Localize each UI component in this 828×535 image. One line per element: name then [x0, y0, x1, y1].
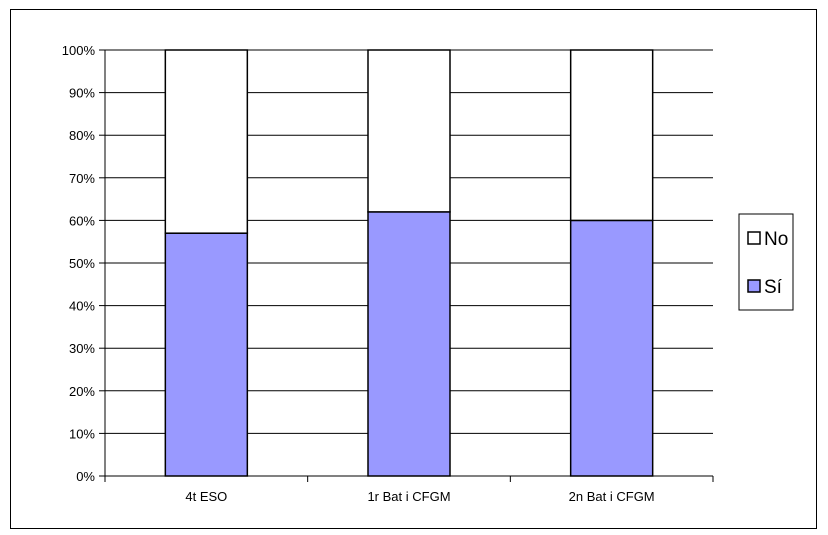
y-tick-label: 0% [76, 469, 95, 484]
bar-segment-si [367, 211, 451, 477]
legend-label: No [764, 229, 788, 250]
bar-segment-no [569, 49, 654, 222]
x-category-label: 1r Bat i CFGM [367, 489, 450, 504]
y-tick-label: 40% [69, 299, 95, 314]
axes [99, 49, 714, 482]
legend-box [738, 213, 794, 311]
x-category-label: 4t ESO [185, 489, 227, 504]
y-tick-label: 10% [69, 426, 95, 441]
bar-segment-no [164, 49, 249, 234]
legend-swatch [747, 231, 761, 245]
y-tick-label: 90% [69, 86, 95, 101]
legend-swatch [747, 279, 761, 293]
bars [164, 49, 654, 477]
y-tick-label: 30% [69, 341, 95, 356]
bar-segment-si [569, 219, 654, 477]
bar-segment-si [164, 232, 249, 477]
y-tick-label: 100% [62, 43, 96, 58]
y-tick-label: 80% [69, 128, 95, 143]
bar-segment-no [367, 49, 451, 213]
y-tick-label: 70% [69, 171, 95, 186]
x-category-label: 2n Bat i CFGM [569, 489, 655, 504]
legend: No Sí [738, 213, 794, 311]
y-tick-label: 20% [69, 384, 95, 399]
x-category-labels: 4t ESO 1r Bat i CFGM 2n Bat i CFGM [185, 489, 654, 504]
y-tick-label: 60% [69, 213, 95, 228]
y-tick-labels: 0% 10% 20% 30% 40% 50% 60% 70% 80% 90% 100% [62, 43, 96, 484]
y-tick-label: 50% [69, 256, 95, 271]
legend-label: Sí [764, 277, 783, 298]
